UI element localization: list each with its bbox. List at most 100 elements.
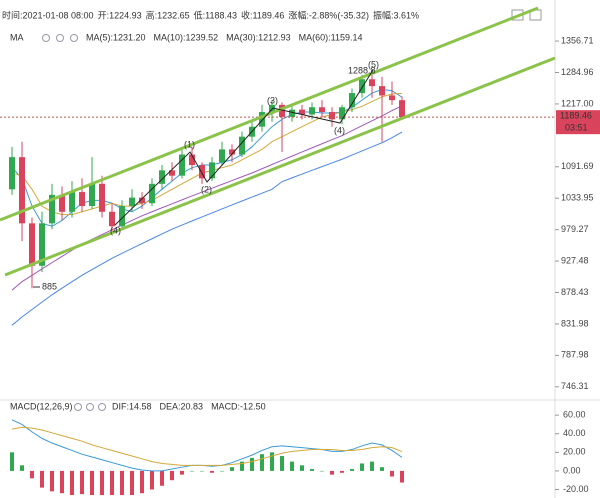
macd-bar bbox=[260, 454, 264, 471]
macd-bar bbox=[80, 470, 84, 495]
y-tick-label: -20.00 bbox=[563, 484, 589, 494]
candle-body bbox=[199, 165, 205, 179]
macd-bar bbox=[280, 456, 284, 471]
macd-bar bbox=[330, 470, 334, 475]
wave-path bbox=[114, 69, 374, 226]
annotation: (4) bbox=[334, 125, 345, 135]
candle-body bbox=[19, 157, 25, 224]
macd-bar bbox=[120, 470, 124, 496]
price-tag bbox=[556, 110, 600, 135]
legend-entry: MA(5):1231.20 bbox=[86, 32, 146, 42]
legend-entry: MA(30):1212.93 bbox=[226, 32, 291, 42]
macd-line bbox=[11, 426, 403, 466]
candle-body bbox=[399, 100, 405, 118]
macd-bar bbox=[60, 470, 64, 494]
macd-bar bbox=[360, 463, 364, 471]
candle-body bbox=[29, 223, 35, 266]
macd-bar bbox=[50, 470, 54, 492]
macd-bar bbox=[370, 461, 374, 471]
annotation: (1) bbox=[184, 139, 195, 149]
icon[interactable] bbox=[42, 34, 50, 42]
icon[interactable] bbox=[70, 34, 78, 42]
y-tick-label: 1091.69 bbox=[561, 161, 594, 171]
annotation: 885 bbox=[42, 281, 57, 291]
macd-bar bbox=[320, 470, 324, 472]
ma-line bbox=[11, 131, 403, 326]
macd-bar bbox=[350, 469, 354, 471]
annotation: (3) bbox=[267, 95, 278, 105]
candle-body bbox=[209, 162, 215, 179]
countdown: 03:51 bbox=[565, 123, 588, 133]
candle-body bbox=[119, 206, 125, 227]
header-field: 开:1224.93 bbox=[98, 10, 142, 20]
macd-bar bbox=[160, 470, 164, 486]
candle-body bbox=[139, 197, 145, 204]
icon[interactable] bbox=[86, 403, 94, 411]
y-tick-label: 60.00 bbox=[563, 410, 586, 420]
macd-bar bbox=[400, 470, 404, 483]
macd-bar bbox=[390, 470, 394, 477]
macd-bar bbox=[340, 470, 344, 473]
macd-bar bbox=[130, 470, 134, 496]
macd-bar bbox=[220, 470, 224, 472]
candle-body bbox=[379, 86, 385, 96]
macd-bar bbox=[250, 457, 254, 471]
y-tick-label: 40.00 bbox=[563, 428, 586, 438]
macd-bar bbox=[110, 470, 114, 496]
macd-bar bbox=[170, 470, 174, 481]
macd-bar bbox=[230, 467, 234, 471]
macd-bar bbox=[40, 470, 44, 488]
y-tick-label: 1217.00 bbox=[561, 98, 594, 108]
y-tick-label: 1033.95 bbox=[561, 193, 594, 203]
main-panel: 1356.71 1284.96 1217.00 1091.69 1033.95 979.2… bbox=[0, 35, 600, 391]
y-tick-label: 1284.96 bbox=[561, 67, 594, 77]
legend-entry: DIF:14.58 bbox=[112, 401, 152, 411]
macd-bar bbox=[100, 470, 104, 496]
icon[interactable] bbox=[74, 403, 82, 411]
macd-bar bbox=[70, 470, 74, 496]
candle-body bbox=[109, 211, 115, 227]
candle-body bbox=[289, 109, 295, 117]
candle-body bbox=[159, 170, 165, 184]
annotation: (4) bbox=[110, 225, 121, 235]
legend-entry: MACD:-12.50 bbox=[211, 401, 266, 411]
y-tick-label: 20.00 bbox=[563, 447, 586, 457]
ma-line bbox=[11, 92, 403, 216]
candle-body bbox=[59, 194, 65, 212]
macd-bar bbox=[190, 470, 194, 472]
legend-entry: DEA:20.83 bbox=[160, 401, 204, 411]
icon[interactable] bbox=[98, 403, 106, 411]
header-field: 低:1188.43 bbox=[194, 9, 237, 20]
candle-body bbox=[239, 136, 245, 155]
candle-body bbox=[389, 95, 395, 101]
macd-bar bbox=[270, 452, 274, 471]
candle-body bbox=[169, 170, 175, 176]
header-field: 振幅:3.61% bbox=[373, 9, 419, 20]
price-tag-label: 1189.46 bbox=[560, 111, 592, 121]
y-tick-label: 746.31 bbox=[561, 381, 589, 391]
macd-bar bbox=[30, 470, 34, 479]
candle-body bbox=[39, 223, 45, 266]
y-tick-label: 0.00 bbox=[563, 465, 581, 475]
header-field: 时间:2021-01-08 08:00 bbox=[2, 9, 94, 20]
y-tick-label: 1356.71 bbox=[561, 35, 594, 45]
annotation: (2) bbox=[201, 184, 212, 194]
y-tick-label: 878.43 bbox=[561, 287, 589, 297]
header-field: 收:1189.46 bbox=[241, 9, 284, 20]
macd-bar bbox=[310, 469, 314, 471]
candle-body bbox=[179, 154, 185, 176]
candle-body bbox=[49, 194, 55, 224]
candle-body bbox=[329, 112, 335, 120]
candle-body bbox=[369, 79, 375, 87]
y-tick-label: 927.48 bbox=[561, 255, 589, 265]
candle-body bbox=[339, 107, 345, 120]
candle-body bbox=[9, 157, 15, 190]
header-field: 高:1232.65 bbox=[146, 9, 190, 20]
candle-body bbox=[129, 197, 135, 207]
candle-body bbox=[229, 149, 235, 155]
icon[interactable] bbox=[56, 34, 64, 42]
header: 时间:2021-01-08 08:00 开:1224.93 高:1232.65 低:1… bbox=[2, 9, 419, 20]
macd-bar bbox=[20, 465, 24, 471]
candle-body bbox=[259, 112, 265, 127]
